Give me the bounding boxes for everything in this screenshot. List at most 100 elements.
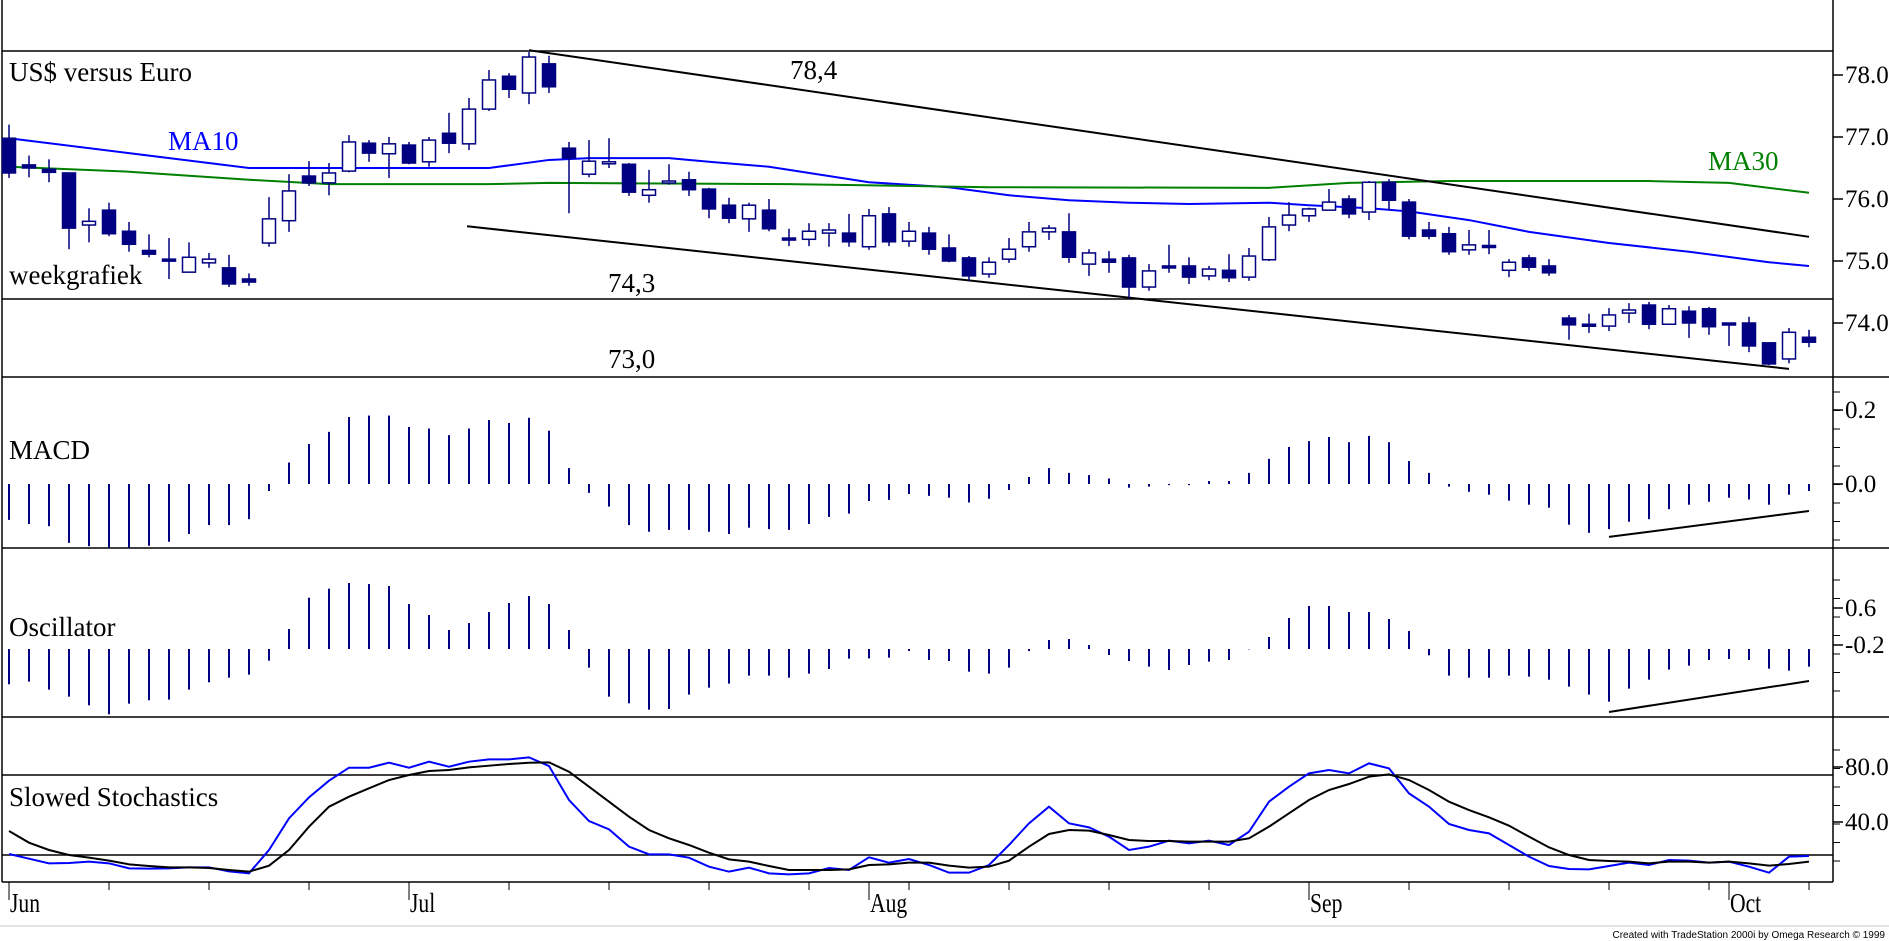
candle xyxy=(581,140,597,178)
candle xyxy=(1281,202,1297,232)
candle-body-down xyxy=(541,63,557,88)
candle xyxy=(1701,306,1717,335)
candle xyxy=(121,221,137,252)
candle xyxy=(661,164,677,185)
macd-panel xyxy=(8,415,1810,548)
candle-body-down xyxy=(1101,258,1117,263)
candle-body-down xyxy=(1801,336,1817,343)
candle-body-down xyxy=(161,258,177,262)
candle-body-down xyxy=(401,144,417,164)
candle-body-up xyxy=(1781,331,1797,360)
candle-body-up xyxy=(801,230,817,241)
month-label: Aug xyxy=(870,889,907,919)
candle-body-down xyxy=(1421,229,1437,237)
candle xyxy=(1721,322,1737,346)
price-axis-label: 78.0 xyxy=(1845,62,1889,89)
candle-body-down xyxy=(41,168,57,174)
month-label: Oct xyxy=(1730,889,1761,919)
candle-body-down xyxy=(1221,269,1237,279)
candle-body-down xyxy=(361,142,377,154)
candle-body-up xyxy=(601,161,617,165)
candle xyxy=(621,163,637,196)
stochastics-title: Slowed Stochastics xyxy=(9,782,218,812)
ma10-line xyxy=(8,137,1810,267)
candle xyxy=(1241,247,1257,281)
candle xyxy=(1181,257,1197,284)
candle-body-down xyxy=(1641,304,1657,325)
candle xyxy=(761,199,777,232)
candle xyxy=(681,171,697,196)
candle xyxy=(1041,225,1057,240)
candle-body-down xyxy=(1761,342,1777,365)
candle xyxy=(561,141,577,214)
candle-body-down xyxy=(1721,322,1737,326)
candle-body-down xyxy=(941,247,957,262)
candle xyxy=(401,141,417,165)
candle xyxy=(101,202,117,237)
candle-body-up xyxy=(461,108,477,145)
month-label: Jun xyxy=(10,889,40,919)
candle xyxy=(1801,329,1817,348)
candle-body-down xyxy=(241,278,257,283)
macd-axis-label: 0.0 xyxy=(1845,471,1876,498)
candle xyxy=(841,213,857,247)
candle-body-up xyxy=(481,79,497,110)
candle xyxy=(1581,313,1597,333)
candle-body-down xyxy=(1441,232,1457,253)
candle-body-down xyxy=(1,137,17,174)
candle xyxy=(901,221,917,247)
candle xyxy=(301,161,317,186)
candle xyxy=(1541,259,1557,276)
month-label: Jul xyxy=(410,889,435,919)
candle xyxy=(21,155,37,178)
candle xyxy=(181,242,197,273)
candle xyxy=(1321,189,1337,211)
candle xyxy=(321,163,337,196)
stochastics-fast-line xyxy=(8,756,1810,876)
candle xyxy=(281,174,297,232)
candle xyxy=(361,140,377,162)
price-axis-label: 75.0 xyxy=(1845,248,1889,275)
candle-body-down xyxy=(921,232,937,250)
candle-body-up xyxy=(1661,307,1677,325)
chart-title: US$ versus Euro xyxy=(9,57,192,87)
candle-body-down xyxy=(781,237,797,241)
upper-trendline xyxy=(528,49,1810,238)
oscillator-axis-label: 0.6 xyxy=(1845,595,1876,622)
candle-body-up xyxy=(1461,244,1477,251)
candle xyxy=(1361,181,1377,221)
macd-axis-label: 0.2 xyxy=(1845,397,1876,424)
candle xyxy=(781,228,797,247)
candle-body-down xyxy=(1121,257,1137,288)
candle xyxy=(41,159,57,183)
candle-body-up xyxy=(181,256,197,273)
candle-body-up xyxy=(1321,201,1337,211)
candle xyxy=(541,55,557,93)
candle xyxy=(961,256,977,281)
candle-body-up xyxy=(381,143,397,155)
oscillator-title: Oscillator xyxy=(9,612,115,642)
candle-body-down xyxy=(1741,322,1757,347)
level-label-middle: 74,3 xyxy=(608,268,655,298)
candle-body-up xyxy=(421,139,437,163)
price-axis-label: 74.0 xyxy=(1845,310,1889,337)
stochastics-axis-label: 80.0 xyxy=(1845,754,1889,781)
candle-body-up xyxy=(261,218,277,244)
candle-body-up xyxy=(521,56,537,94)
candle xyxy=(1741,316,1757,353)
candle-body-up xyxy=(661,180,677,184)
candle-body-up xyxy=(641,188,657,197)
candle-body-down xyxy=(841,232,857,243)
price-panel xyxy=(1,49,1817,370)
candle xyxy=(1001,238,1017,263)
candle xyxy=(1421,221,1437,240)
candle xyxy=(741,202,757,232)
candle xyxy=(641,169,657,203)
candle xyxy=(801,223,817,247)
candle xyxy=(1601,308,1617,332)
candle xyxy=(921,226,937,255)
candle-body-up xyxy=(1021,231,1037,248)
candle xyxy=(1341,195,1357,219)
candle-body-down xyxy=(1561,317,1577,326)
